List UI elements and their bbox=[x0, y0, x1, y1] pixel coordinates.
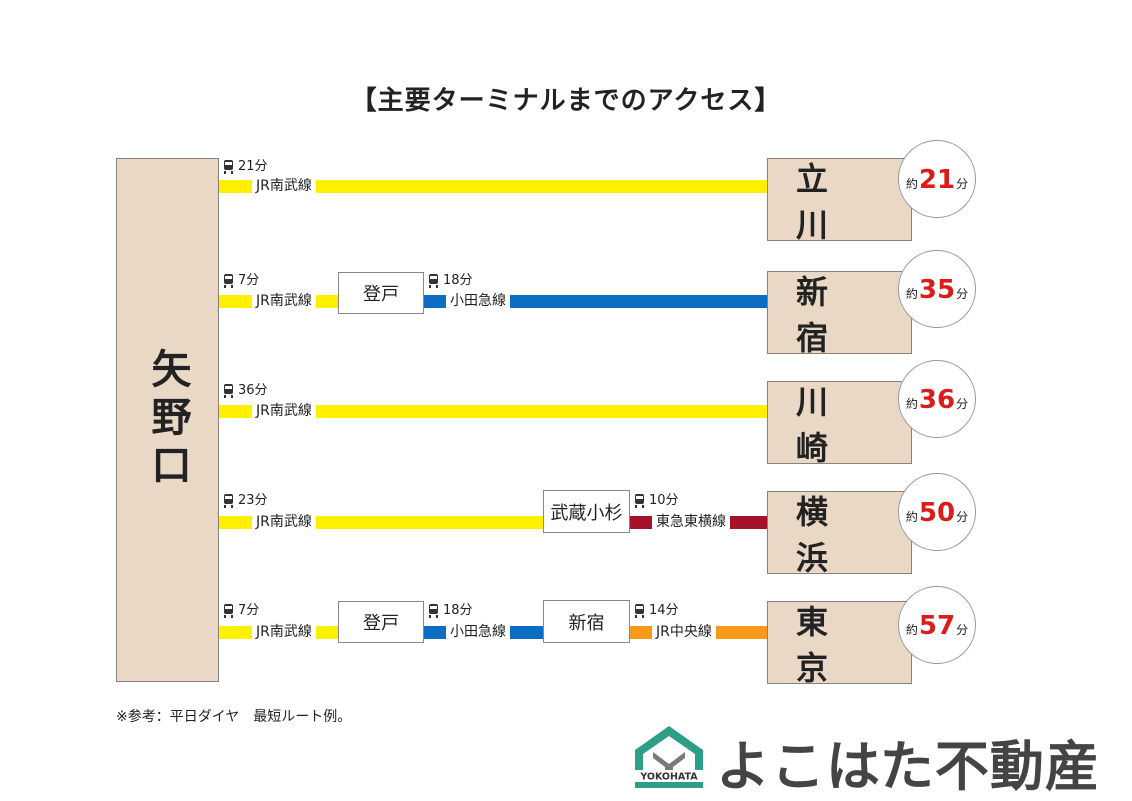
transfer-station-box: 登戸 bbox=[338, 272, 424, 314]
travel-time: 7分 bbox=[223, 272, 259, 290]
train-icon bbox=[634, 604, 645, 618]
brand-name: よこはた不動産 bbox=[716, 735, 1100, 798]
train-icon bbox=[223, 494, 234, 508]
train-icon bbox=[223, 274, 234, 288]
train-icon bbox=[428, 274, 439, 288]
travel-time: 10分 bbox=[634, 492, 679, 510]
train-icon bbox=[634, 494, 645, 508]
duration-badge: 約 57 分 bbox=[898, 586, 976, 664]
footnote: ※参考：平日ダイヤ 最短ルート例。 bbox=[116, 709, 352, 725]
destination-box: 東 京 bbox=[767, 601, 912, 687]
line-label: JR中央線 bbox=[652, 622, 716, 642]
destination-box: 横 浜 bbox=[767, 491, 912, 577]
travel-time: 7分 bbox=[223, 602, 259, 620]
train-icon bbox=[223, 604, 234, 618]
route-line-jr-nambu bbox=[219, 405, 767, 418]
route-line-jr-nambu bbox=[219, 180, 767, 193]
travel-time: 18分 bbox=[428, 602, 473, 620]
line-label: 小田急線 bbox=[446, 622, 510, 642]
duration-badge: 約 35 分 bbox=[898, 250, 976, 328]
duration-badge: 約 50 分 bbox=[898, 473, 976, 551]
page-title: 【主要ターミナルまでのアクセス】 bbox=[350, 86, 782, 116]
line-label: 小田急線 bbox=[446, 291, 510, 311]
origin-station-name: 矢野口 bbox=[144, 348, 191, 492]
train-icon bbox=[428, 604, 439, 618]
line-label: JR南武線 bbox=[252, 176, 316, 196]
destination-box: 川 崎 bbox=[767, 381, 912, 467]
train-icon bbox=[223, 160, 234, 174]
travel-time: 36分 bbox=[223, 382, 268, 400]
logo-text: YOKOHATA bbox=[639, 772, 698, 783]
duration-badge: 約 21 分 bbox=[898, 140, 976, 218]
travel-time: 18分 bbox=[428, 272, 473, 290]
duration-badge: 約 36 分 bbox=[898, 360, 976, 438]
travel-time: 21分 bbox=[223, 158, 268, 176]
line-label: JR南武線 bbox=[252, 622, 316, 642]
travel-time: 23分 bbox=[223, 492, 268, 510]
line-label: JR南武線 bbox=[252, 401, 316, 421]
destination-box: 立 川 bbox=[767, 158, 912, 244]
travel-time: 14分 bbox=[634, 602, 679, 620]
transfer-station-box: 新宿 bbox=[543, 600, 630, 643]
line-label: 東急東横線 bbox=[652, 512, 730, 532]
train-icon bbox=[223, 384, 234, 398]
house-logo-icon: YOKOHATA bbox=[635, 726, 703, 788]
transfer-station-box: 武蔵小杉 bbox=[543, 490, 630, 533]
origin-station-box: 矢野口 bbox=[116, 158, 219, 682]
transfer-station-box: 登戸 bbox=[338, 601, 424, 643]
line-label: JR南武線 bbox=[252, 291, 316, 311]
line-label: JR南武線 bbox=[252, 512, 316, 532]
destination-box: 新 宿 bbox=[767, 271, 912, 357]
